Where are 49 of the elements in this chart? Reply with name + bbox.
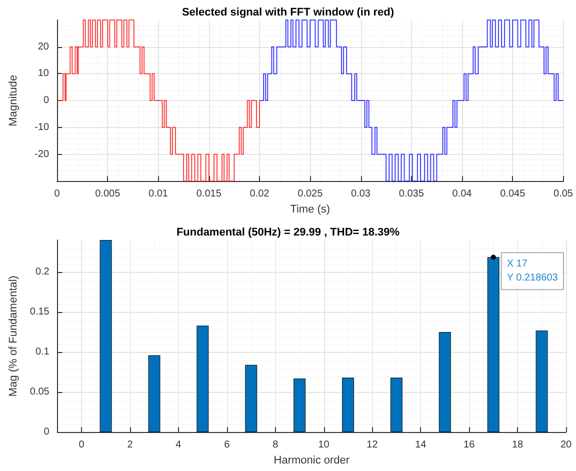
x-tick-label: 0.045: [500, 188, 526, 200]
y-tick-label: -10: [34, 122, 50, 133]
bar: [245, 364, 258, 432]
x-tick-label: 10: [318, 440, 330, 451]
x-tick-label: 0.03: [351, 188, 371, 200]
x-tick-label: 0.05: [554, 188, 574, 200]
x-tick-label: 0: [78, 440, 85, 451]
x-tick-label: 0.035: [398, 188, 424, 200]
chart-title: Fundamental (50Hz) = 29.99 , THD= 18.39%: [176, 226, 400, 238]
bar: [100, 240, 112, 432]
y-tick-label: 0: [43, 95, 50, 106]
bar: [438, 332, 451, 432]
x-tick-label: 20: [560, 440, 572, 451]
x-tick-label: 0.02: [250, 188, 270, 200]
x-tick-label: 2: [127, 440, 134, 451]
bar: [196, 326, 209, 432]
x-tick-label: 16: [464, 440, 476, 451]
y-tick-label: 0: [44, 426, 50, 438]
bar: [536, 330, 548, 432]
y-tick-label: 0.15: [30, 306, 50, 318]
y-tick-label: -20: [34, 148, 50, 160]
x-tick-label: 14: [415, 440, 427, 451]
bar: [148, 355, 160, 432]
chart-title: Selected signal with FFT window (in red): [182, 6, 394, 18]
x-tick-label: 8: [272, 440, 279, 451]
x-tick-label: 0.015: [196, 188, 222, 200]
bar: [342, 378, 354, 432]
x-axis-title: Harmonic order: [274, 454, 350, 466]
x-tick-label: 0: [54, 188, 60, 200]
bar: [294, 378, 306, 432]
x-tick-label: 6: [224, 440, 230, 451]
x-tick-label: 0.025: [298, 188, 324, 200]
y-axis-title: Magnitude: [8, 74, 20, 126]
bar: [390, 378, 402, 432]
y-tick-label: 0.05: [30, 386, 50, 398]
x-tick-label: 0.04: [452, 188, 472, 200]
annotation: X 17 Y 0.218603: [506, 258, 558, 284]
x-tick-label: 12: [366, 440, 378, 451]
y-tick-label: 0.1: [35, 346, 50, 358]
x-tick-label: 4: [176, 440, 182, 451]
x-tick-label: 18: [512, 440, 524, 451]
bar: [487, 257, 500, 432]
y-axis-title: Mag (% of Fundamental): [8, 276, 20, 397]
x-tick-label: 0.01: [148, 188, 168, 200]
x-tick-label: 0.005: [95, 188, 121, 200]
y-tick-label: 20: [38, 41, 50, 52]
y-tick-label: 10: [38, 68, 50, 80]
x-axis-title: Time (s): [290, 204, 330, 216]
y-tick-label: 0.2: [35, 266, 50, 278]
